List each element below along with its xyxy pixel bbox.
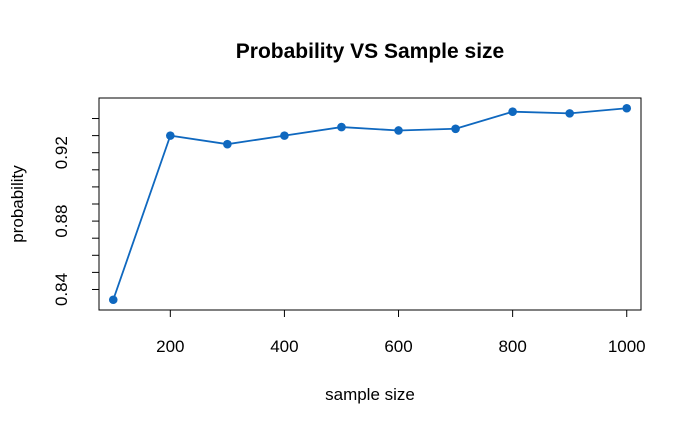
data-point bbox=[166, 131, 175, 140]
data-point bbox=[565, 109, 574, 118]
data-point bbox=[394, 126, 403, 135]
x-tick-label: 800 bbox=[498, 337, 526, 356]
x-axis: 200 400 600 800 1000 bbox=[156, 310, 646, 356]
series-group bbox=[108, 103, 632, 305]
data-point bbox=[337, 122, 346, 132]
data-point bbox=[280, 131, 289, 140]
data-point bbox=[108, 295, 118, 305]
chart-title: Probability VS Sample size bbox=[236, 40, 504, 63]
x-tick-label: 1000 bbox=[608, 337, 646, 356]
data-point bbox=[508, 107, 517, 116]
y-tick-label: 0.92 bbox=[52, 136, 71, 169]
plot-frame bbox=[98, 97, 642, 311]
data-point bbox=[223, 139, 232, 149]
y-tick-label: 0.84 bbox=[52, 273, 71, 306]
x-tick-label: 400 bbox=[270, 337, 298, 356]
x-axis-label: sample size bbox=[325, 385, 415, 404]
y-axis: 0.84 0.88 0.92 bbox=[52, 118, 99, 306]
series-line bbox=[112, 107, 627, 301]
data-point bbox=[451, 124, 460, 134]
x-tick-label: 600 bbox=[384, 337, 412, 356]
y-tick-label: 0.88 bbox=[52, 205, 71, 238]
y-axis-label: probability bbox=[8, 165, 27, 243]
data-point bbox=[622, 103, 632, 113]
x-tick-label: 200 bbox=[156, 337, 184, 356]
